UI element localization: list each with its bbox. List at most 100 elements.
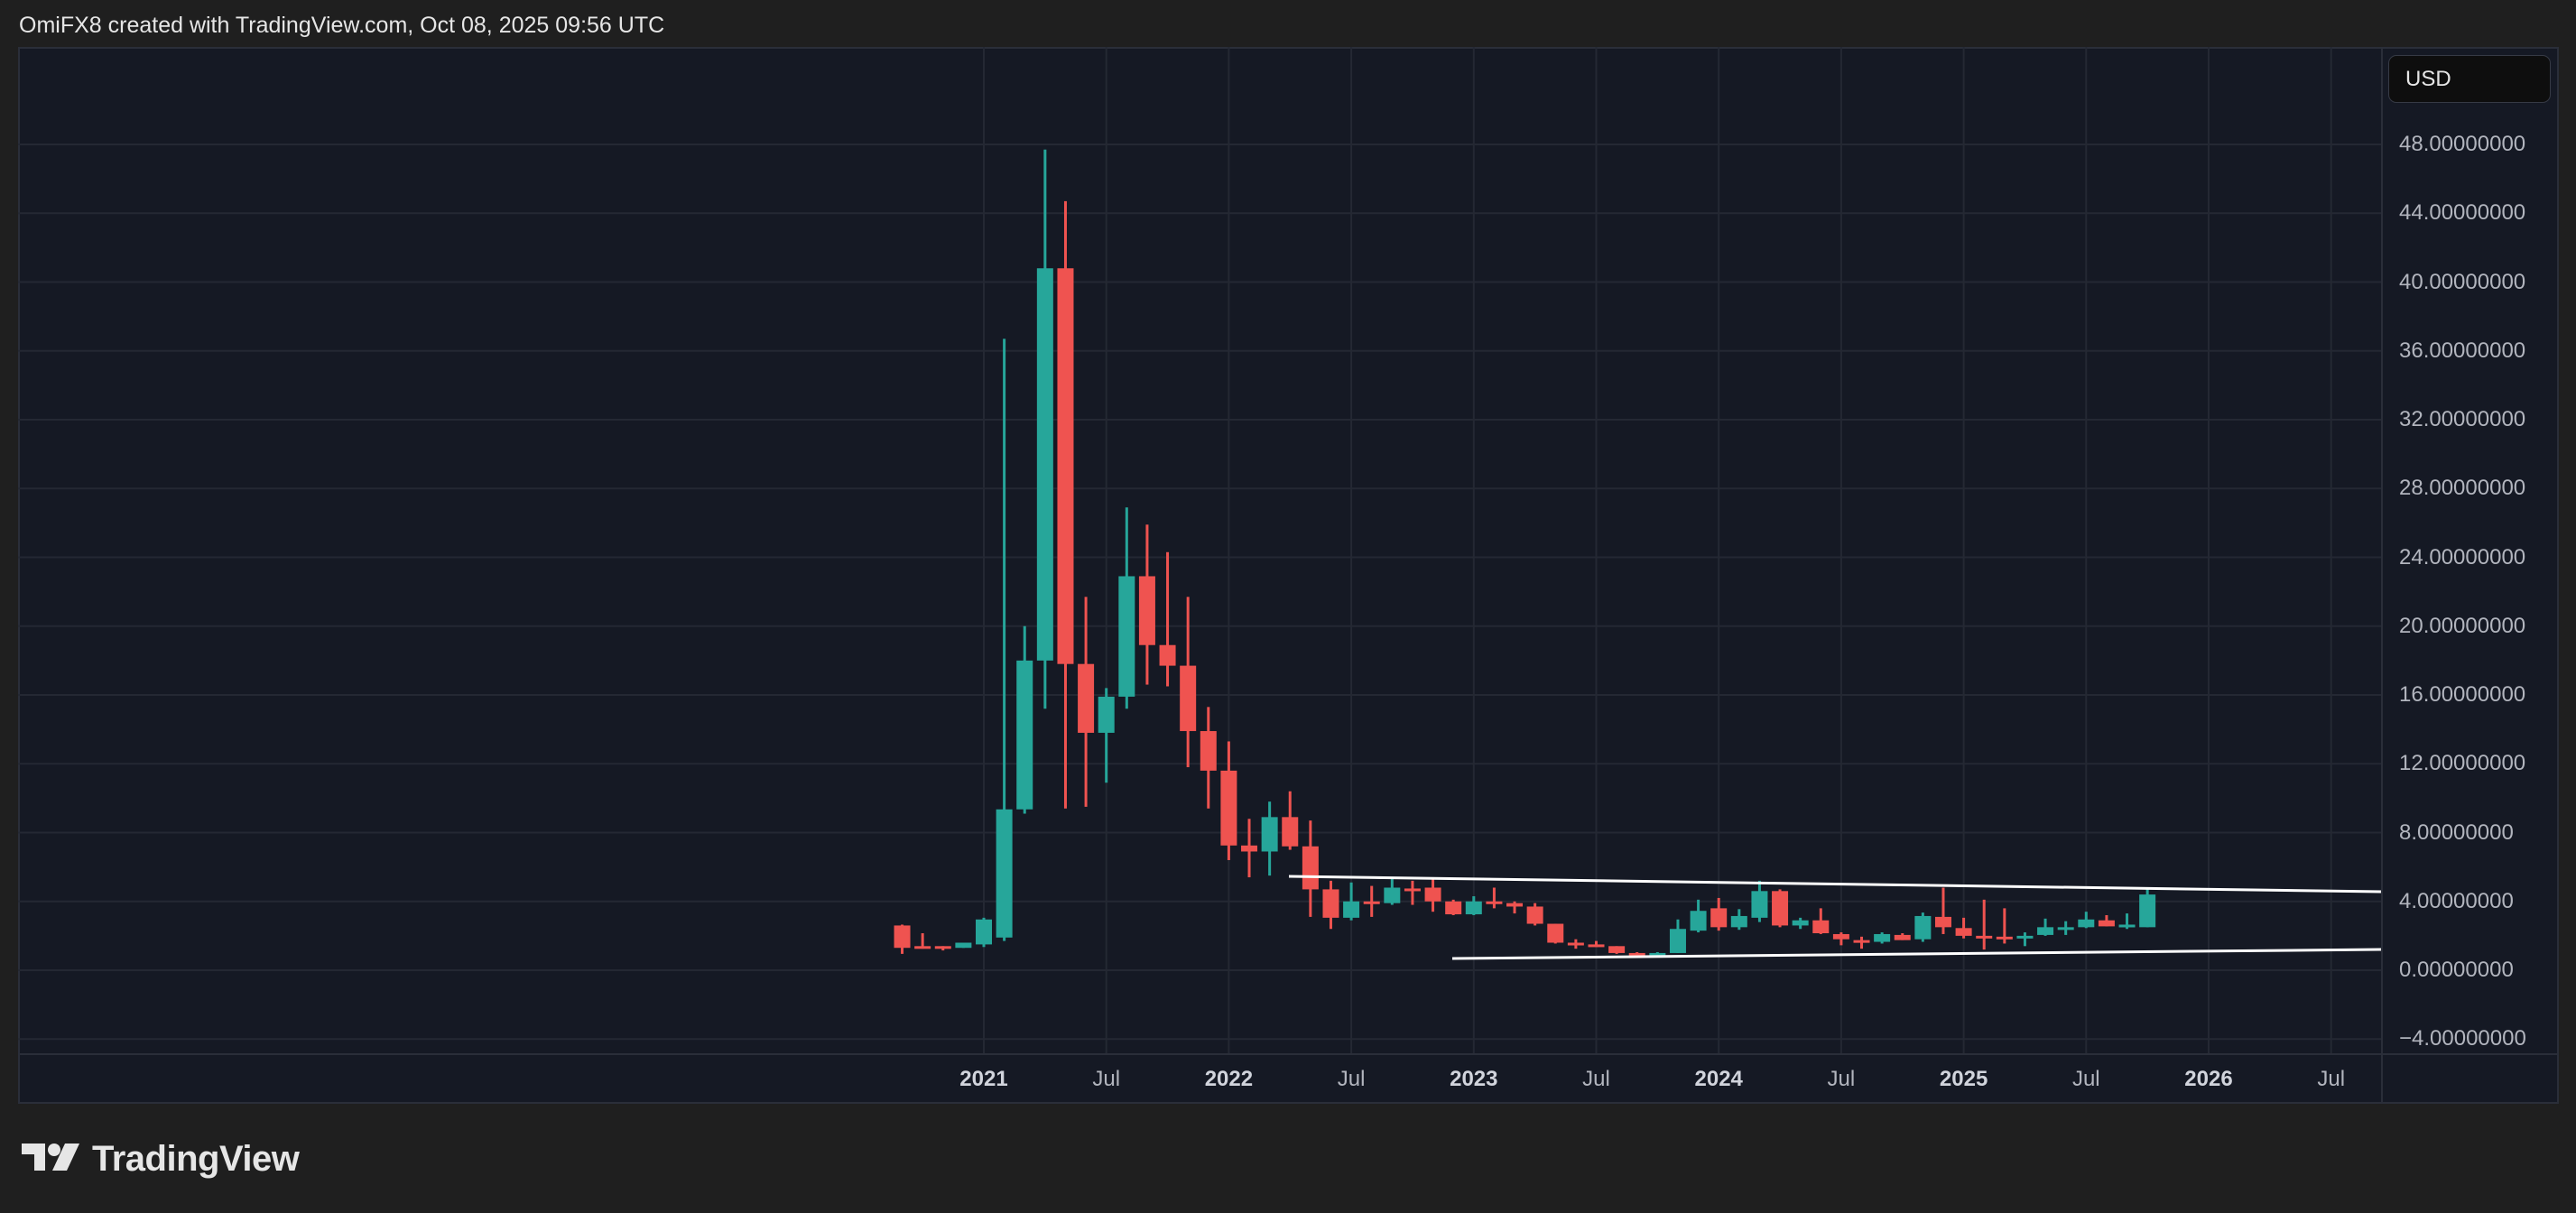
candle-up[interactable] — [1098, 696, 1115, 733]
candle-wick — [1166, 551, 1170, 687]
price-tick-label: 24.00000000 — [2399, 544, 2526, 569]
trendline-upper-resistance[interactable] — [1288, 875, 2382, 894]
candle-up[interactable] — [1118, 576, 1135, 697]
candlestick-chart — [18, 47, 2382, 1055]
candle-down[interactable] — [1976, 935, 1993, 939]
price-tick-label: 48.00000000 — [2399, 132, 2526, 156]
candle-up[interactable] — [1384, 887, 1401, 903]
price-tick-label: 20.00000000 — [2399, 613, 2526, 638]
candle-down[interactable] — [2098, 920, 2115, 927]
tradingview-logo[interactable]: TradingView — [22, 1139, 300, 1180]
candle-up[interactable] — [996, 809, 1013, 938]
candle-down[interactable] — [914, 946, 931, 949]
price-axis[interactable] — [2381, 47, 2559, 1055]
candle-down[interactable] — [1138, 576, 1155, 645]
candle-down[interactable] — [1832, 933, 1849, 940]
candle-down[interactable] — [1894, 934, 1911, 940]
candle-down[interactable] — [934, 946, 951, 949]
price-tick-label: −4.00000000 — [2399, 1026, 2526, 1051]
candle-up[interactable] — [1690, 911, 1707, 931]
time-tick-label: 2025 — [1939, 1067, 1988, 1091]
candle-down[interactable] — [1363, 901, 1380, 904]
candle-wick — [921, 933, 924, 949]
candle-wick — [1513, 901, 1516, 914]
candle-down[interactable] — [1486, 901, 1503, 904]
candle-wick — [1982, 899, 1986, 950]
candle-down[interactable] — [1322, 889, 1339, 918]
candle-down[interactable] — [1282, 817, 1299, 847]
price-tick-label: 4.00000000 — [2399, 888, 2514, 913]
trendline-lower-support[interactable] — [1451, 948, 2382, 960]
candle-down[interactable] — [1567, 942, 1584, 946]
candle-wick — [2023, 932, 2026, 947]
candle-up[interactable] — [976, 919, 992, 945]
time-axis[interactable] — [18, 1053, 2382, 1104]
candle-down[interactable] — [1302, 846, 1319, 890]
candle-down[interactable] — [1159, 644, 1176, 666]
candle-up[interactable] — [1343, 901, 1360, 918]
price-tick-label: 12.00000000 — [2399, 751, 2526, 776]
candle-up[interactable] — [2118, 924, 2136, 928]
time-tick-label: 2024 — [1694, 1067, 1743, 1091]
time-tick-label: Jul — [1827, 1067, 1856, 1091]
candle-up[interactable] — [1914, 915, 1932, 940]
candle-down[interactable] — [1588, 944, 1605, 948]
candle-up[interactable] — [1792, 920, 1809, 926]
candle-wick — [1492, 887, 1496, 909]
price-tick-label: 28.00000000 — [2399, 476, 2526, 501]
candle-down[interactable] — [1200, 731, 1217, 771]
candle-down[interactable] — [1526, 906, 1543, 924]
candle-up[interactable] — [1874, 933, 1891, 942]
candle-down[interactable] — [1955, 928, 1972, 936]
candle-up[interactable] — [2139, 894, 2156, 928]
time-tick-label: 2022 — [1204, 1067, 1254, 1091]
candle-wick — [1595, 940, 1598, 948]
candle-down[interactable] — [1710, 908, 1728, 928]
time-tick-label: Jul — [2071, 1067, 2100, 1091]
candle-up[interactable] — [2037, 927, 2054, 935]
currency-button[interactable]: USD — [2388, 55, 2551, 103]
axis-corner — [2381, 1053, 2559, 1104]
candle-down[interactable] — [1934, 916, 1951, 928]
candle-down[interactable] — [1772, 891, 1789, 926]
candle-down[interactable] — [1057, 268, 1074, 664]
candle-down[interactable] — [1547, 923, 1564, 943]
candle-down[interactable] — [1404, 888, 1421, 892]
candle-down[interactable] — [1241, 845, 1258, 852]
candle-up[interactable] — [1649, 952, 1666, 956]
candle-down[interactable] — [1608, 946, 1626, 953]
candle-up[interactable] — [1730, 915, 1747, 928]
time-tick-label: Jul — [1092, 1067, 1121, 1091]
time-tick-label: Jul — [1337, 1067, 1366, 1091]
candle-wick — [1105, 688, 1108, 783]
candle-down[interactable] — [1445, 901, 1462, 915]
candle-down[interactable] — [1996, 936, 2013, 940]
candle-up[interactable] — [2016, 935, 2034, 939]
time-tick-label: 2026 — [2184, 1067, 2233, 1091]
price-tick-label: 44.00000000 — [2399, 200, 2526, 226]
time-tick-label: 2021 — [959, 1067, 1008, 1091]
candle-wick — [1941, 887, 1945, 934]
candle-up[interactable] — [1016, 660, 1033, 810]
candle-up[interactable] — [2057, 927, 2074, 931]
candle-down[interactable] — [1220, 770, 1237, 846]
candle-up[interactable] — [955, 942, 972, 949]
candle-up[interactable] — [1669, 929, 1686, 953]
candle-up[interactable] — [1261, 817, 1278, 852]
time-tick-label: Jul — [1582, 1067, 1610, 1091]
candle-wick — [1411, 880, 1414, 905]
candle-up[interactable] — [1036, 268, 1053, 661]
candle-down[interactable] — [1180, 665, 1197, 732]
candle-down[interactable] — [1628, 952, 1645, 956]
candle-down[interactable] — [1506, 903, 1524, 907]
candle-up[interactable] — [1465, 901, 1482, 915]
chart-pane[interactable] — [18, 47, 2382, 1055]
candle-up[interactable] — [1751, 891, 1768, 918]
candle-down[interactable] — [1853, 940, 1870, 943]
candle-down[interactable] — [1812, 920, 1830, 934]
candle-down[interactable] — [894, 925, 911, 949]
candle-down[interactable] — [1424, 887, 1441, 902]
chart-frame — [18, 47, 2559, 1104]
candle-up[interactable] — [2078, 919, 2095, 928]
candle-down[interactable] — [1078, 663, 1095, 733]
